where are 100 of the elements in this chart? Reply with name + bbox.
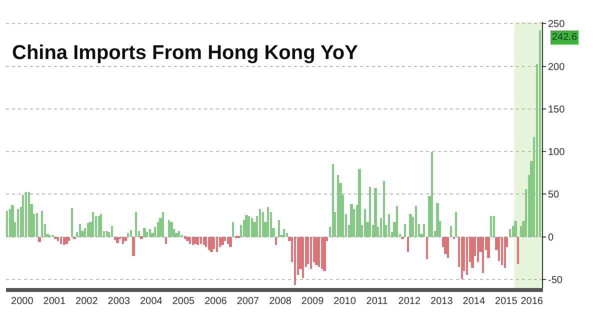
x-tick-label: 2000 xyxy=(11,296,34,307)
bar xyxy=(106,231,108,237)
bar xyxy=(466,237,468,275)
bar xyxy=(68,237,70,241)
x-tick-label: 2005 xyxy=(172,296,196,307)
bar xyxy=(38,237,41,242)
bar xyxy=(25,192,27,237)
bar xyxy=(65,237,68,244)
bar xyxy=(450,226,452,237)
bar xyxy=(447,237,449,258)
bar xyxy=(415,206,417,237)
bar xyxy=(224,237,226,241)
bar xyxy=(487,237,490,258)
bar xyxy=(184,236,186,239)
y-tick-label: -50 xyxy=(548,274,563,286)
bar xyxy=(501,237,503,265)
bar xyxy=(388,214,390,237)
x-tick-label: 2008 xyxy=(269,296,292,307)
bar xyxy=(122,237,124,244)
bar xyxy=(283,229,285,237)
bar xyxy=(444,237,447,254)
bar xyxy=(423,224,425,237)
bar xyxy=(170,222,173,237)
bar xyxy=(178,231,180,237)
bar xyxy=(232,222,234,237)
bar xyxy=(493,216,495,237)
bar xyxy=(186,237,189,241)
bar xyxy=(259,209,261,237)
bar xyxy=(514,221,517,237)
x-tick-label: 2004 xyxy=(140,296,163,307)
bar xyxy=(28,192,30,237)
bar xyxy=(124,237,127,241)
x-tick-label: 2010 xyxy=(334,296,356,307)
bar xyxy=(203,237,205,245)
bar xyxy=(490,216,492,237)
y-tick-label: 200 xyxy=(548,62,566,73)
bar xyxy=(9,209,11,237)
bar xyxy=(337,175,339,237)
bar xyxy=(358,169,361,237)
x-tick-label: 2013 xyxy=(430,296,454,307)
x-tick-label: 2011 xyxy=(366,296,388,307)
bar xyxy=(92,212,94,237)
bar xyxy=(286,233,288,237)
bar xyxy=(175,233,178,237)
y-tick-label: 0 xyxy=(548,232,554,244)
bar xyxy=(426,237,428,259)
bar xyxy=(98,216,100,237)
bar xyxy=(431,152,433,237)
bar xyxy=(504,237,506,268)
text: China Imports From Hong Kong YoY xyxy=(12,42,359,64)
bar xyxy=(162,212,164,237)
x-tick-label: 2007 xyxy=(236,296,260,307)
bar xyxy=(132,237,135,256)
bar xyxy=(114,237,116,240)
annotation: 242.6 xyxy=(552,32,578,43)
bar xyxy=(165,237,167,244)
y-tick-label: 50 xyxy=(548,190,560,201)
bar xyxy=(350,204,353,237)
bar xyxy=(318,237,320,267)
bar xyxy=(192,237,194,245)
bar xyxy=(407,237,409,252)
x-tick-label: 2001 xyxy=(43,296,66,307)
bar xyxy=(208,237,210,250)
y-tick-label: 150 xyxy=(548,104,566,116)
x-tick-label: 2009 xyxy=(301,296,324,307)
bar xyxy=(482,237,484,273)
bar xyxy=(498,237,500,261)
bar xyxy=(140,236,143,239)
bar xyxy=(189,237,191,244)
bar xyxy=(294,237,296,285)
bar xyxy=(71,208,73,237)
bar xyxy=(471,237,474,268)
bar xyxy=(310,237,312,269)
bar xyxy=(17,209,19,237)
bar xyxy=(197,237,199,245)
bar xyxy=(404,224,406,237)
y-tick-label: 100 xyxy=(548,147,566,158)
bar xyxy=(275,237,277,245)
bar xyxy=(60,237,62,244)
bar xyxy=(396,206,398,237)
bar xyxy=(517,237,519,264)
bar xyxy=(278,220,280,237)
bar xyxy=(369,187,371,237)
bar xyxy=(143,228,146,237)
bar xyxy=(205,237,207,247)
bar xyxy=(6,211,8,237)
bar xyxy=(455,212,457,237)
bar xyxy=(200,237,202,244)
bar xyxy=(87,223,89,237)
bar xyxy=(302,237,304,278)
bar xyxy=(323,237,326,271)
bar xyxy=(332,164,334,237)
bar xyxy=(57,237,59,241)
bar xyxy=(216,237,218,252)
bar xyxy=(11,205,14,237)
x-tick-label: 2006 xyxy=(204,296,228,307)
bar xyxy=(111,226,113,237)
x-tick-label: 2012 xyxy=(398,296,421,307)
bar xyxy=(135,212,137,237)
bar xyxy=(409,214,412,237)
